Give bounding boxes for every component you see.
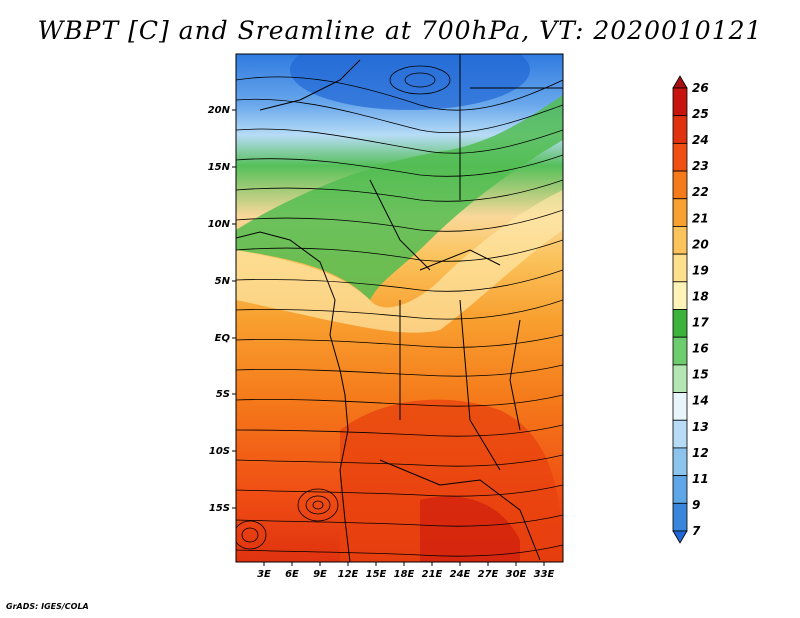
colorbar-swatch bbox=[672, 336, 688, 366]
lat-label-15s: 15S bbox=[209, 503, 230, 514]
colorbar-swatch bbox=[672, 253, 688, 283]
colorbar-label: 17 bbox=[692, 316, 709, 330]
lat-label-10s: 10S bbox=[209, 446, 230, 457]
yellow-band bbox=[236, 190, 563, 333]
hot-core bbox=[420, 496, 520, 562]
lon-label-24e: 24E bbox=[450, 569, 471, 580]
colorbar-label: 15 bbox=[692, 368, 709, 382]
latitude-axis: 20N 15N 10N 5N EQ 5S 10S 15S bbox=[208, 105, 236, 514]
colorbar-label: 11 bbox=[692, 472, 709, 486]
colorbar-swatch bbox=[672, 364, 688, 393]
colorbar-swatch bbox=[672, 170, 688, 200]
colorbar-label: 24 bbox=[692, 133, 709, 147]
lon-label-27e: 27E bbox=[478, 569, 499, 580]
colorbar-swatch bbox=[672, 447, 688, 477]
colorbar-swatch bbox=[672, 142, 688, 172]
colorbar-label: 16 bbox=[692, 342, 709, 356]
lon-label-18e: 18E bbox=[394, 569, 415, 580]
colorbar-swatch bbox=[672, 115, 688, 144]
lon-label-3e: 3E bbox=[257, 569, 271, 580]
colorbar-label: 20 bbox=[692, 237, 709, 251]
colorbar-label: 25 bbox=[692, 107, 709, 121]
colorbar-swatch bbox=[672, 475, 688, 504]
lon-label-15e: 15E bbox=[366, 569, 387, 580]
colorbar-swatch bbox=[672, 309, 688, 338]
lat-label-5s: 5S bbox=[216, 389, 230, 400]
cold-core bbox=[290, 54, 530, 110]
colorbar-swatch bbox=[672, 419, 688, 449]
lat-label-10n: 10N bbox=[208, 219, 231, 230]
colorbar-swatch bbox=[672, 226, 688, 255]
colorbar-label: 9 bbox=[692, 498, 700, 512]
lat-label-eq: EQ bbox=[215, 333, 231, 344]
colorbar-swatch bbox=[672, 281, 688, 310]
lon-label-21e: 21E bbox=[422, 569, 443, 580]
lon-label-30e: 30E bbox=[506, 569, 527, 580]
country-borders bbox=[236, 54, 563, 562]
colorbar-top-arrow bbox=[672, 75, 688, 89]
lon-label-9e: 9E bbox=[313, 569, 327, 580]
colorbar-swatch bbox=[672, 502, 688, 532]
colorbar-label: 12 bbox=[692, 446, 709, 460]
colorbar-label: 19 bbox=[692, 263, 709, 277]
lon-label-6e: 6E bbox=[285, 569, 299, 580]
colorbar-label: 22 bbox=[692, 185, 709, 199]
streamlines bbox=[236, 65, 563, 557]
longitude-axis: 3E 6E 9E 12E 15E 18E 21E 24E 27E 30E 33E bbox=[257, 562, 555, 580]
colorbar-label: 18 bbox=[692, 289, 709, 303]
lat-label-20n: 20N bbox=[208, 105, 231, 116]
colorbar-label: 21 bbox=[692, 211, 709, 225]
colorbar-swatch bbox=[672, 198, 688, 227]
grads-credit: GrADS: IGES/COLA bbox=[6, 602, 89, 611]
colorbar-label: 7 bbox=[692, 524, 701, 538]
colorbar-label: 23 bbox=[692, 159, 709, 173]
map-plot-area bbox=[236, 54, 563, 562]
lon-label-12e: 12E bbox=[338, 569, 359, 580]
lat-label-5n: 5N bbox=[215, 276, 231, 287]
colorbar: 26 25 24 23 22 21 20 19 18 17 16 15 14 13 12 11 9 7 bbox=[672, 75, 709, 544]
colorbar-label: 14 bbox=[692, 394, 709, 408]
map-frame bbox=[235, 53, 564, 563]
lon-label-33e: 33E bbox=[534, 569, 555, 580]
lat-label-15n: 15N bbox=[208, 162, 231, 173]
colorbar-swatch bbox=[672, 392, 688, 421]
chart-title: WBPT [C] and Sreamline at 700hPa, VT: 20… bbox=[37, 16, 763, 45]
colorbar-swatch bbox=[672, 87, 688, 117]
colorbar-bottom-arrow bbox=[672, 530, 688, 544]
colorbar-label: 26 bbox=[692, 81, 709, 95]
colorbar-label: 13 bbox=[692, 420, 709, 434]
